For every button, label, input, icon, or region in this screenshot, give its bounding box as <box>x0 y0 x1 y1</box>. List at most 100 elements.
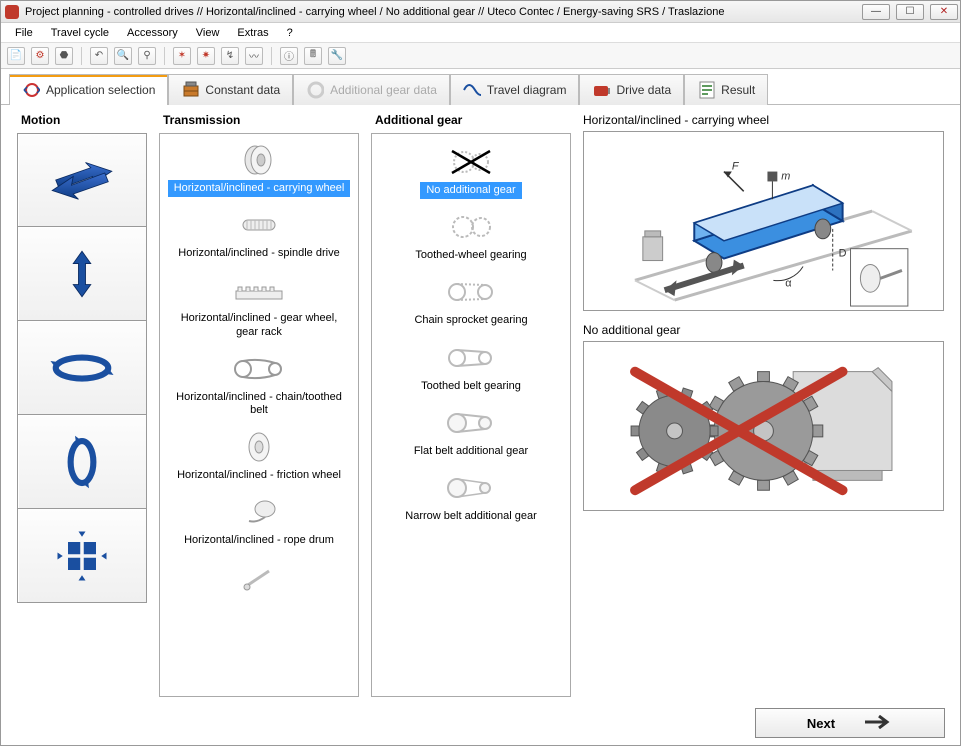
preview-bottom-title: No additional gear <box>583 323 944 337</box>
tool-calc-icon[interactable]: 🖩 <box>304 47 322 65</box>
svg-text:F: F <box>732 161 740 173</box>
pulley-icon <box>441 405 501 441</box>
transmission-column: Transmission Horizontal/inclined - carry… <box>159 113 359 697</box>
transmission-item-label: Horizontal/inclined - friction wheel <box>171 467 347 484</box>
preview-bottom: No additional gear <box>583 323 944 511</box>
gear-grey-icon <box>306 81 324 99</box>
tab-label: Travel diagram <box>487 83 567 97</box>
svg-text:m: m <box>781 170 790 182</box>
transmission-item-label: Horizontal/inclined - rope drum <box>178 532 340 549</box>
menu-travel-cycle[interactable]: Travel cycle <box>43 25 117 41</box>
tool-gear-sm2-icon[interactable]: ✷ <box>197 47 215 65</box>
report-icon <box>697 81 715 99</box>
motion-grid-move[interactable] <box>17 509 147 603</box>
tab-label: Drive data <box>616 83 671 97</box>
gear-item-toothed-belt[interactable]: Toothed belt gearing <box>372 334 570 399</box>
toolbar: 📄 ⚙ ⬣ ↶ 🔍 ⚲ ✶ ✷ ↯ 〰 ⓘ 🖩 🔧 <box>1 43 960 69</box>
chain-loop-icon <box>441 274 501 310</box>
toolbar-separator <box>164 47 165 65</box>
gear-item-label: Toothed belt gearing <box>415 378 527 395</box>
motion-rotation-vertical[interactable] <box>17 415 147 509</box>
additional-gear-column: Additional gear No additional gear Tooth… <box>371 113 571 697</box>
motion-linear-vertical[interactable] <box>17 227 147 321</box>
tool-gear-red-icon[interactable]: ⚙ <box>31 47 49 65</box>
belt-loop-icon <box>441 340 501 376</box>
svg-text:D: D <box>839 248 847 260</box>
tool-info-icon[interactable]: ⓘ <box>280 47 298 65</box>
maximize-button[interactable]: ☐ <box>896 4 924 20</box>
tab-label: Constant data <box>205 83 280 97</box>
transmission-item-rope-drum[interactable]: Horizontal/inclined - rope drum <box>160 488 358 553</box>
transmission-item-label: Horizontal/inclined - carrying wheel <box>168 180 351 197</box>
preview-carrying-wheel-image: F m D α <box>583 131 944 311</box>
tool-undo-icon[interactable]: ↶ <box>90 47 108 65</box>
tool-zoom-icon[interactable]: 🔍 <box>114 47 132 65</box>
tab-label: Additional gear data <box>330 83 437 97</box>
additional-gear-header: Additional gear <box>371 113 571 127</box>
preview-no-gear-image <box>583 341 944 511</box>
tab-application-selection[interactable]: Application selection <box>9 74 168 105</box>
rotation-vertical-icon <box>47 432 117 492</box>
transmission-item-label: Horizontal/inclined - spindle drive <box>172 245 345 262</box>
toolbar-separator <box>271 47 272 65</box>
minimize-button[interactable]: — <box>862 4 890 20</box>
content-area: Motion <box>1 105 960 705</box>
window-title: Project planning - controlled drives // … <box>25 6 856 18</box>
window-buttons: — ☐ ✕ <box>862 4 958 20</box>
transmission-item-friction[interactable]: Horizontal/inclined - friction wheel <box>160 423 358 488</box>
motion-list <box>17 133 147 603</box>
motion-rotation-flat[interactable] <box>17 321 147 415</box>
transmission-item-more[interactable] <box>160 554 358 600</box>
gear-item-label: Flat belt additional gear <box>408 443 534 460</box>
tab-result[interactable]: Result <box>684 74 768 105</box>
tool-search-gear-icon[interactable]: ⚲ <box>138 47 156 65</box>
tab-constant-data[interactable]: Constant data <box>168 74 293 105</box>
gear-item-toothed-wheel[interactable]: Toothed-wheel gearing <box>372 203 570 268</box>
menu-help[interactable]: ? <box>279 25 301 41</box>
transmission-item-chain-belt[interactable]: Horizontal/inclined - chain/toothed belt <box>160 345 358 423</box>
friction-icon <box>229 429 289 465</box>
tabstrip: Application selection Constant data Addi… <box>1 69 960 105</box>
transmission-item-gear-rack[interactable]: Horizontal/inclined - gear wheel, gear r… <box>160 266 358 344</box>
wheel-icon <box>229 142 289 178</box>
crate-icon <box>181 81 199 99</box>
tool-hammer-icon[interactable]: 🔧 <box>328 47 346 65</box>
linear-vertical-icon <box>47 244 117 304</box>
tool-arrow-icon[interactable]: ↯ <box>221 47 239 65</box>
gear-item-label: Narrow belt additional gear <box>399 508 542 525</box>
preview-top-title: Horizontal/inclined - carrying wheel <box>583 113 944 127</box>
tool-motor-icon[interactable]: ⬣ <box>55 47 73 65</box>
motion-linear-horizontal[interactable] <box>17 133 147 227</box>
preview-column: Horizontal/inclined - carrying wheel <box>583 113 944 697</box>
additional-gear-list: No additional gear Toothed-wheel gearing… <box>371 133 571 697</box>
menu-file[interactable]: File <box>7 25 41 41</box>
tool-gear-sm-icon[interactable]: ✶ <box>173 47 191 65</box>
tab-additional-gear-data[interactable]: Additional gear data <box>293 74 450 105</box>
drum-icon <box>229 494 289 530</box>
transmission-item-spindle[interactable]: Horizontal/inclined - spindle drive <box>160 201 358 266</box>
wave-icon <box>463 81 481 99</box>
menu-view[interactable]: View <box>188 25 228 41</box>
gear-item-narrow-belt[interactable]: Narrow belt additional gear <box>372 464 570 529</box>
toolbar-separator <box>81 47 82 65</box>
menu-extras[interactable]: Extras <box>229 25 276 41</box>
menubar: File Travel cycle Accessory View Extras … <box>1 23 960 43</box>
tab-drive-data[interactable]: Drive data <box>579 74 684 105</box>
tool-new-icon[interactable]: 📄 <box>7 47 25 65</box>
menu-accessory[interactable]: Accessory <box>119 25 186 41</box>
footer: Next <box>755 708 945 738</box>
transmission-list[interactable]: Horizontal/inclined - carrying wheel Hor… <box>159 133 359 697</box>
tab-travel-diagram[interactable]: Travel diagram <box>450 74 580 105</box>
next-button[interactable]: Next <box>755 708 945 738</box>
transmission-item-carrying-wheel[interactable]: Horizontal/inclined - carrying wheel <box>160 136 358 201</box>
gear-item-flat-belt[interactable]: Flat belt additional gear <box>372 399 570 464</box>
spindle-icon <box>229 207 289 243</box>
gear-item-chain-sprocket[interactable]: Chain sprocket gearing <box>372 268 570 333</box>
pulley-narrow-icon <box>441 470 501 506</box>
tab-label: Result <box>721 83 755 97</box>
close-button[interactable]: ✕ <box>930 4 958 20</box>
transmission-item-label: Horizontal/inclined - chain/toothed belt <box>164 389 354 419</box>
tool-wave-icon[interactable]: 〰 <box>245 47 263 65</box>
rotation-flat-icon <box>47 338 117 398</box>
gear-item-none[interactable]: No additional gear <box>372 138 570 203</box>
